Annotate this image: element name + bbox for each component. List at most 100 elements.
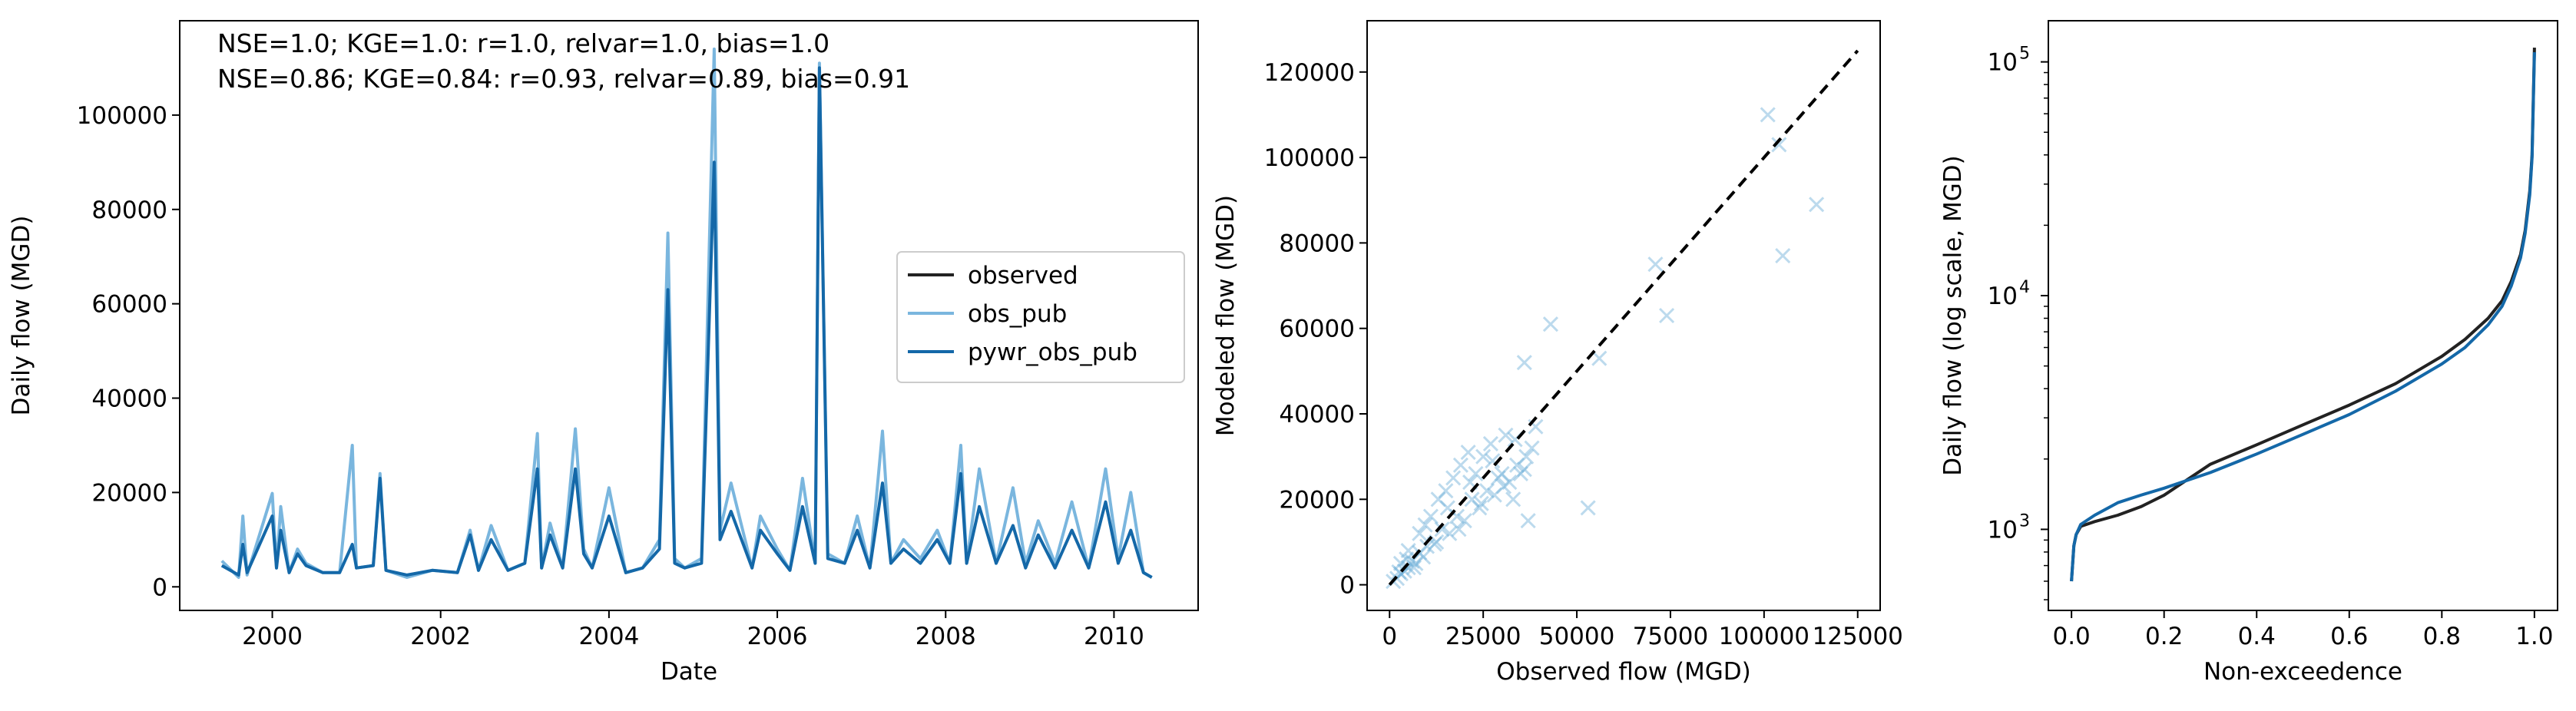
timeseries-x-axis-label: Date <box>661 658 717 686</box>
scatter-point <box>1451 521 1467 537</box>
scatter-point <box>1495 478 1512 494</box>
scatter-point <box>1468 465 1484 481</box>
scatter-point <box>1516 355 1532 371</box>
timeseries-x-tick-label: 2000 <box>242 623 303 650</box>
scatter-axes-frame <box>1366 20 1881 611</box>
fdc-x-tick-label: 0.2 <box>2145 623 2183 650</box>
scatter-point <box>1518 448 1535 465</box>
scatter-point <box>1542 316 1558 332</box>
timeseries-annotation-perfect: NSE=1.0; KGE=1.0: r=1.0, relvar=1.0, bia… <box>217 28 829 58</box>
timeseries-x-tick-label: 2010 <box>1084 623 1144 650</box>
timeseries-x-tick-label: 2004 <box>578 623 639 650</box>
fdc-y-axis-label: Daily flow (log scale, MGD) <box>1939 155 1967 476</box>
fdc-x-tick-label: 0.4 <box>2238 623 2276 650</box>
legend-box <box>896 251 1185 383</box>
fdc-observed-line <box>2070 48 2536 582</box>
scatter-point <box>1445 470 1462 486</box>
fdc-x-axis-label: Non-exceedence <box>2204 658 2402 686</box>
scatter-point <box>1494 465 1510 481</box>
fdc-y-tick-label: 10 <box>1988 49 2018 77</box>
timeseries-y-tick-label: 60000 <box>91 291 167 319</box>
scatter-point <box>1512 465 1528 481</box>
legend-label-obs-pub: obs_pub <box>968 300 1067 328</box>
fdc-y-tick-exponent: 5 <box>2019 45 2030 64</box>
fdc-y-tick-label: 10 <box>1988 283 2018 310</box>
scatter-y-tick-label: 40000 <box>1279 401 1355 428</box>
scatter-point <box>1430 491 1446 508</box>
timeseries-y-axis-label: Daily flow (MGD) <box>8 216 35 416</box>
fdc-x-tick-label: 1.0 <box>2515 623 2553 650</box>
scatter-point <box>1502 474 1518 491</box>
scatter-point <box>1498 427 1514 443</box>
fdc-modeled-line <box>2070 51 2536 582</box>
legend-label-pywr-obs-pub: pywr_obs_pub <box>968 339 1137 366</box>
fdc-x-tick-label: 0.0 <box>2052 623 2090 650</box>
scatter-point <box>1647 256 1664 273</box>
fdc-x-tick-label: 0.6 <box>2330 623 2368 650</box>
scatter-point <box>1464 491 1480 508</box>
timeseries-y-tick-label: 40000 <box>91 385 167 413</box>
scatter-point <box>1505 491 1521 508</box>
scatter-point <box>1516 461 1532 478</box>
scatter-point <box>1417 517 1433 533</box>
scatter-x-tick-label: 75000 <box>1633 623 1709 650</box>
scatter-point <box>1452 457 1468 473</box>
scatter-point <box>1438 483 1454 499</box>
scatter-point <box>1475 448 1492 465</box>
scatter-point <box>1775 248 1791 264</box>
timeseries-x-tick-label: 2002 <box>410 623 471 650</box>
scatter-x-axis-label: Observed flow (MGD) <box>1496 658 1751 686</box>
scatter-point <box>1460 445 1476 461</box>
fdc-axes-frame <box>2048 20 2558 611</box>
scatter-point <box>1659 307 1675 324</box>
scatter-point <box>1400 543 1416 559</box>
scatter-y-tick-label: 80000 <box>1279 230 1355 257</box>
scatter-point <box>1434 521 1450 537</box>
scatter-point <box>1809 197 1825 213</box>
fdc-y-tick-exponent: 4 <box>2019 278 2030 297</box>
scatter-point <box>1408 555 1424 571</box>
scatter-point <box>1524 440 1540 456</box>
scatter-point <box>1591 350 1608 366</box>
timeseries-y-tick-label: 20000 <box>91 479 167 507</box>
scatter-point <box>1406 560 1422 576</box>
scatter-x-tick-label: 125000 <box>1813 623 1903 650</box>
fdc-y-tick-label: 10 <box>1988 516 2018 544</box>
scatter-point <box>1580 500 1596 516</box>
scatter-point <box>1472 500 1488 516</box>
scatter-point <box>1520 513 1536 529</box>
scatter-point <box>1760 107 1776 123</box>
scatter-y-tick-label: 100000 <box>1264 144 1355 172</box>
scatter-point <box>1422 508 1439 524</box>
scatter-point <box>1490 470 1506 486</box>
timeseries-y-tick-label: 80000 <box>91 197 167 224</box>
scatter-point <box>1485 453 1501 469</box>
timeseries-annotation-model: NSE=0.86; KGE=0.84: r=0.93, relvar=0.89,… <box>217 64 910 94</box>
one-to-one-line <box>1388 49 1859 586</box>
scatter-x-tick-label: 25000 <box>1445 623 1521 650</box>
timeseries-panel: 2000 2002 2004 2006 2008 2010 0 20000 40000 60000… <box>8 20 1199 686</box>
scatter-point <box>1442 525 1458 541</box>
scatter-point <box>1412 525 1428 541</box>
timeseries-x-tick-label: 2006 <box>747 623 808 650</box>
scatter-point <box>1396 563 1412 579</box>
timeseries-x-tick-label: 2008 <box>916 623 976 650</box>
scatter-y-axis-label: Modeled flow (MGD) <box>1212 195 1240 436</box>
scatter-point <box>1400 560 1416 576</box>
scatter-point <box>1456 513 1472 529</box>
timeseries-y-tick-label: 100000 <box>77 102 167 130</box>
scatter-point <box>1473 495 1489 511</box>
scatter-point <box>1419 538 1435 554</box>
fdc-x-tick-label: 0.8 <box>2423 623 2461 650</box>
scatter-y-tick-label: 20000 <box>1279 486 1355 514</box>
fdc-y-tick-exponent: 3 <box>2019 511 2030 531</box>
timeseries-axes-frame <box>179 20 1199 611</box>
series-pywr-obs-pub-line <box>220 66 1153 579</box>
scatter-point <box>1771 137 1787 153</box>
scatter-y-tick-label: 120000 <box>1264 59 1355 87</box>
scatter-point <box>1508 457 1525 473</box>
scatter-point <box>1399 551 1415 567</box>
scatter-y-tick-label: 0 <box>1339 572 1355 600</box>
scatter-panel: 0 25000 50000 75000 100000 125000020000400006… <box>1212 20 1903 686</box>
